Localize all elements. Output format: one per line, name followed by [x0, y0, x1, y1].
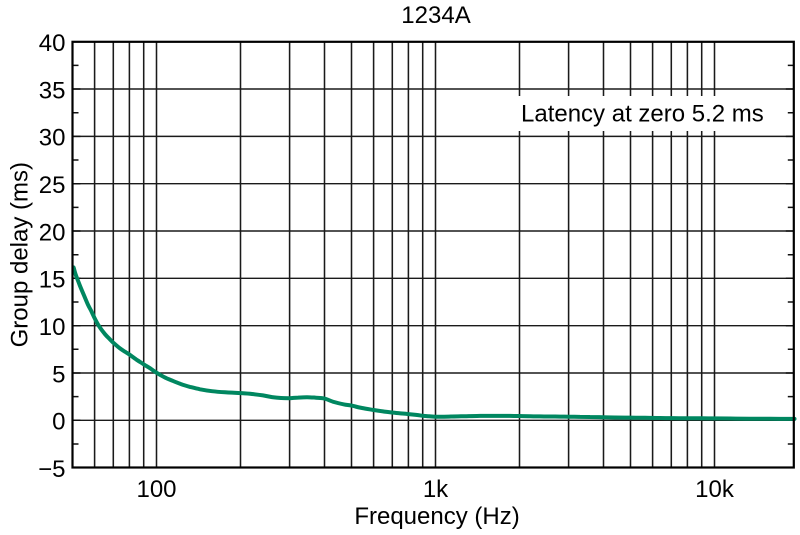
svg-text:10k: 10k — [695, 476, 735, 503]
svg-text:35: 35 — [39, 77, 66, 104]
svg-text:0: 0 — [52, 409, 65, 436]
svg-text:40: 40 — [39, 30, 66, 57]
svg-text:−5: −5 — [38, 456, 65, 483]
svg-text:Latency at zero 5.2 ms: Latency at zero 5.2 ms — [521, 101, 764, 128]
svg-text:Frequency (Hz): Frequency (Hz) — [354, 503, 519, 530]
svg-text:10: 10 — [39, 314, 66, 341]
svg-text:5: 5 — [52, 361, 65, 388]
svg-text:1k: 1k — [423, 476, 449, 503]
svg-text:25: 25 — [39, 172, 66, 199]
svg-text:1234A: 1234A — [401, 2, 470, 29]
svg-text:Group delay (ms): Group delay (ms) — [7, 162, 34, 347]
svg-text:30: 30 — [39, 125, 66, 152]
svg-text:100: 100 — [136, 476, 176, 503]
svg-text:15: 15 — [39, 267, 66, 294]
svg-text:20: 20 — [39, 219, 66, 246]
